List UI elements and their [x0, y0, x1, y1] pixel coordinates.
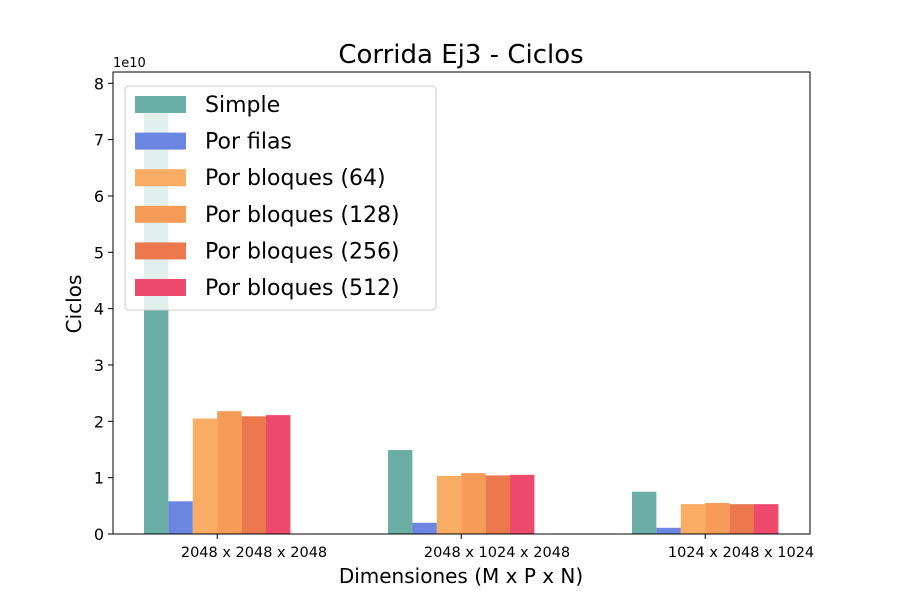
chart-title: Corrida Ej3 - Ciclos	[338, 40, 583, 70]
legend-label: Por bloques (256)	[205, 239, 400, 264]
legend-label: Por filas	[205, 130, 292, 155]
y-tick-label: 8	[94, 74, 104, 93]
legend-swatch	[135, 205, 186, 223]
bar	[388, 450, 413, 534]
bar	[436, 475, 462, 534]
legend-box	[124, 85, 437, 311]
y-tick-label: 5	[94, 243, 104, 262]
bar	[412, 522, 437, 534]
x-tick-label: 2048 x 1024 x 2048	[424, 545, 570, 561]
bar	[241, 416, 266, 534]
y-tick-label: 3	[94, 356, 104, 375]
axes-group: 0 1 2 3 4 5 6 7 8 2048 x 2048 x 2048 2048 x 1024 x…	[94, 71, 814, 561]
bar	[729, 504, 754, 534]
legend-swatch	[135, 279, 186, 296]
y-tick-label: 7	[94, 131, 104, 150]
legend-swatch	[135, 169, 186, 187]
legend-swatch	[135, 96, 186, 113]
legend-label: Simple	[205, 93, 280, 118]
bar	[217, 411, 242, 534]
legend-label: Por bloques (512)	[205, 276, 400, 301]
bar	[168, 501, 193, 534]
bar	[485, 475, 510, 534]
y-tick-label: 0	[94, 525, 104, 544]
bar	[266, 415, 291, 534]
y-tick-label: 1	[94, 469, 104, 488]
y-axis-multiplier: 1e10	[113, 56, 146, 71]
y-tick-label: 2	[94, 412, 104, 431]
y-axis-label: Ciclos	[62, 275, 86, 334]
x-axis-label: Dimensiones (M x P x N)	[339, 564, 583, 588]
x-tick-label: 2048 x 2048 x 2048	[181, 545, 327, 561]
y-tick-label: 6	[94, 187, 104, 206]
bar	[461, 473, 486, 534]
bar	[192, 418, 218, 534]
bar	[510, 474, 535, 534]
bar	[680, 504, 706, 534]
y-tick-label: 4	[94, 300, 104, 319]
bar	[632, 491, 657, 534]
bar	[705, 503, 730, 534]
legend-label: Por bloques (64)	[205, 166, 386, 191]
legend-label: Por bloques (128)	[205, 203, 400, 228]
legend-swatch	[135, 242, 186, 260]
legend-swatch	[135, 132, 186, 150]
bar	[656, 527, 681, 534]
legend: Simple Por filas Por bloques (64) Por bloqu…	[124, 85, 437, 311]
bar	[754, 504, 779, 534]
x-tick-label: 1024 x 2048 x 1024	[668, 545, 814, 561]
